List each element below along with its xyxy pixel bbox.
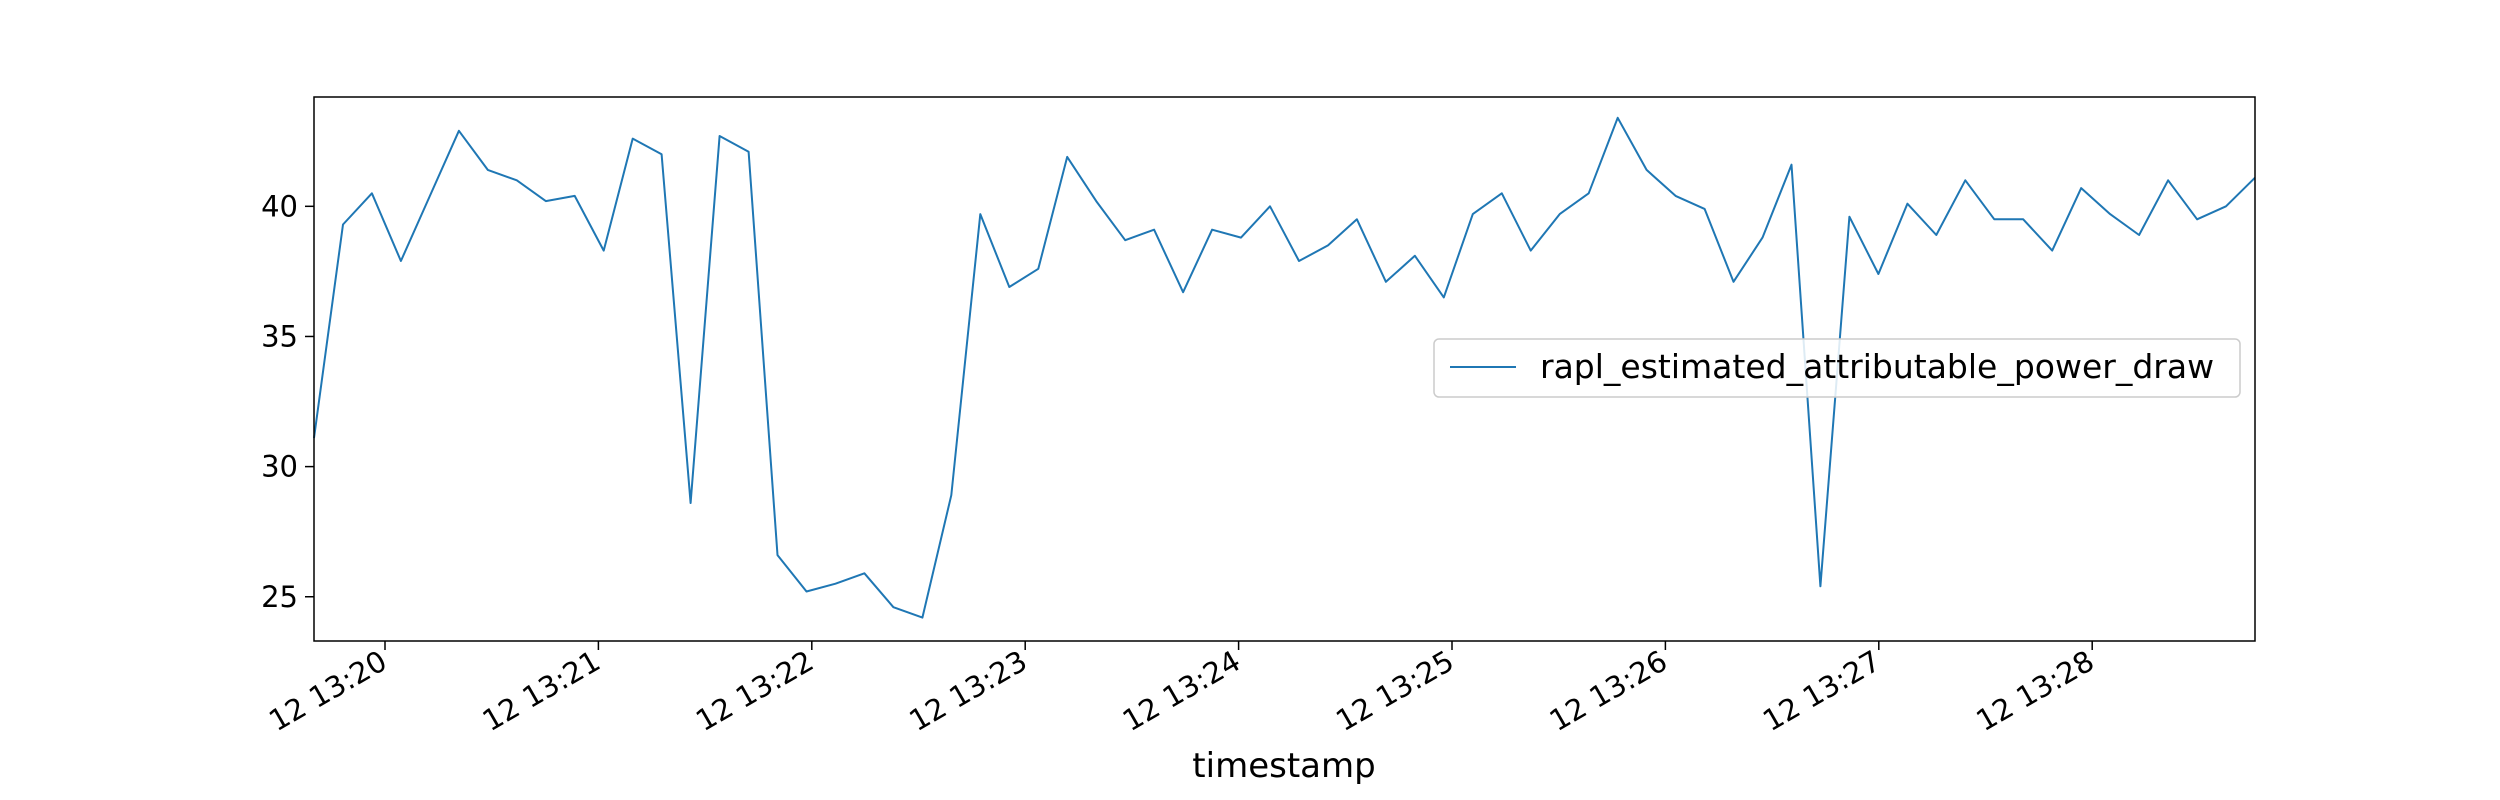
- legend: rapl_estimated_attributable_power_draw: [1433, 338, 2241, 398]
- x-axis-label: timestamp: [1192, 746, 1375, 786]
- legend-box: [1433, 338, 2241, 398]
- y-tick-label: 40: [261, 189, 298, 223]
- y-tick-label: 30: [261, 450, 298, 484]
- x-tick-label: 12 13:24: [1117, 644, 1246, 738]
- series-line: [313, 116, 2256, 619]
- x-tick-label: 12 13:23: [903, 644, 1032, 738]
- axes-frame: [313, 96, 2256, 642]
- y-axis: 25 30 35 40: [261, 189, 314, 614]
- x-tick-label: 12 13:28: [1970, 644, 2099, 738]
- x-tick-label: 12 13:26: [1544, 644, 1673, 738]
- x-tick-label: 12 13:27: [1757, 644, 1886, 738]
- y-tick-label: 35: [261, 319, 298, 353]
- y-tick-label: 25: [261, 580, 298, 614]
- x-axis: 12 13:20 12 13:21 12 13:22 12 13:23 12 13:24…: [263, 641, 2100, 738]
- plot-area: [313, 96, 2256, 642]
- legend-label: rapl_estimated_attributable_power_draw: [1540, 347, 2214, 386]
- x-tick-label: 12 13:21: [477, 644, 606, 738]
- x-tick-label: 12 13:25: [1330, 644, 1459, 738]
- x-tick-label: 12 13:22: [690, 644, 819, 738]
- x-tick-label: 12 13:20: [263, 644, 392, 738]
